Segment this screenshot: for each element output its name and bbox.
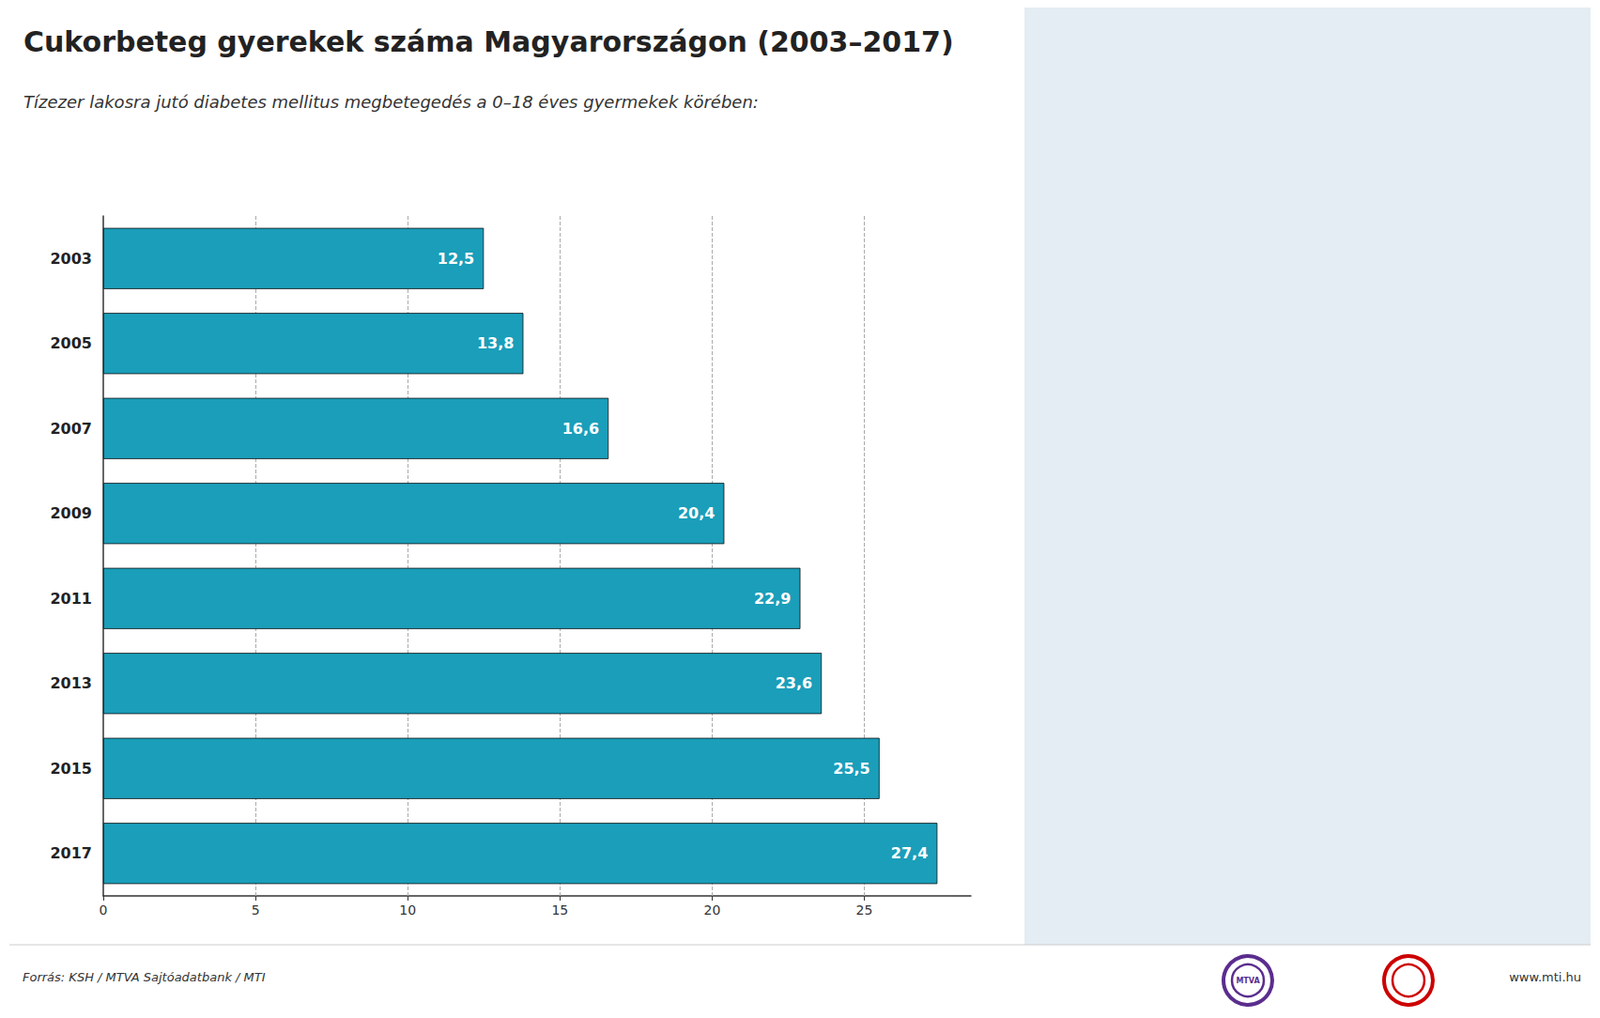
svg-text:20: 20 xyxy=(704,902,722,918)
svg-text:2003: 2003 xyxy=(49,249,93,268)
svg-text:25: 25 xyxy=(856,902,874,918)
svg-text:Forrás: KSH / MTVA Sajtóadatba: Forrás: KSH / MTVA Sajtóadatbank / MTI xyxy=(22,969,266,985)
svg-text:16,6: 16,6 xyxy=(562,419,600,438)
svg-text:2009: 2009 xyxy=(49,504,93,523)
svg-text:2007: 2007 xyxy=(49,419,93,438)
svg-text:15: 15 xyxy=(551,902,569,918)
svg-text:27,4: 27,4 xyxy=(891,844,928,862)
svg-text:2017: 2017 xyxy=(49,844,93,862)
svg-text:10: 10 xyxy=(399,902,416,918)
svg-text:MTVA: MTVA xyxy=(1235,976,1261,985)
svg-text:2011: 2011 xyxy=(49,589,93,608)
svg-text:22,9: 22,9 xyxy=(753,589,791,608)
svg-text:20,4: 20,4 xyxy=(677,504,715,523)
svg-text:12,5: 12,5 xyxy=(437,249,475,268)
svg-text:5: 5 xyxy=(251,902,261,918)
svg-text:www.mti.hu: www.mti.hu xyxy=(1508,969,1582,985)
svg-text:23,6: 23,6 xyxy=(775,674,813,693)
svg-text:2013: 2013 xyxy=(49,674,93,693)
svg-text:0: 0 xyxy=(99,902,108,918)
svg-text:2005: 2005 xyxy=(49,334,93,353)
svg-text:13,8: 13,8 xyxy=(476,334,514,353)
svg-text:Cukorbeteg gyerekek száma Magy: Cukorbeteg gyerekek száma Magyarországon… xyxy=(23,25,954,59)
svg-text:2015: 2015 xyxy=(49,759,93,778)
svg-text:25,5: 25,5 xyxy=(832,759,870,778)
svg-text:Tízezer lakosra jutó diabetes: Tízezer lakosra jutó diabetes mellitus m… xyxy=(23,92,759,112)
